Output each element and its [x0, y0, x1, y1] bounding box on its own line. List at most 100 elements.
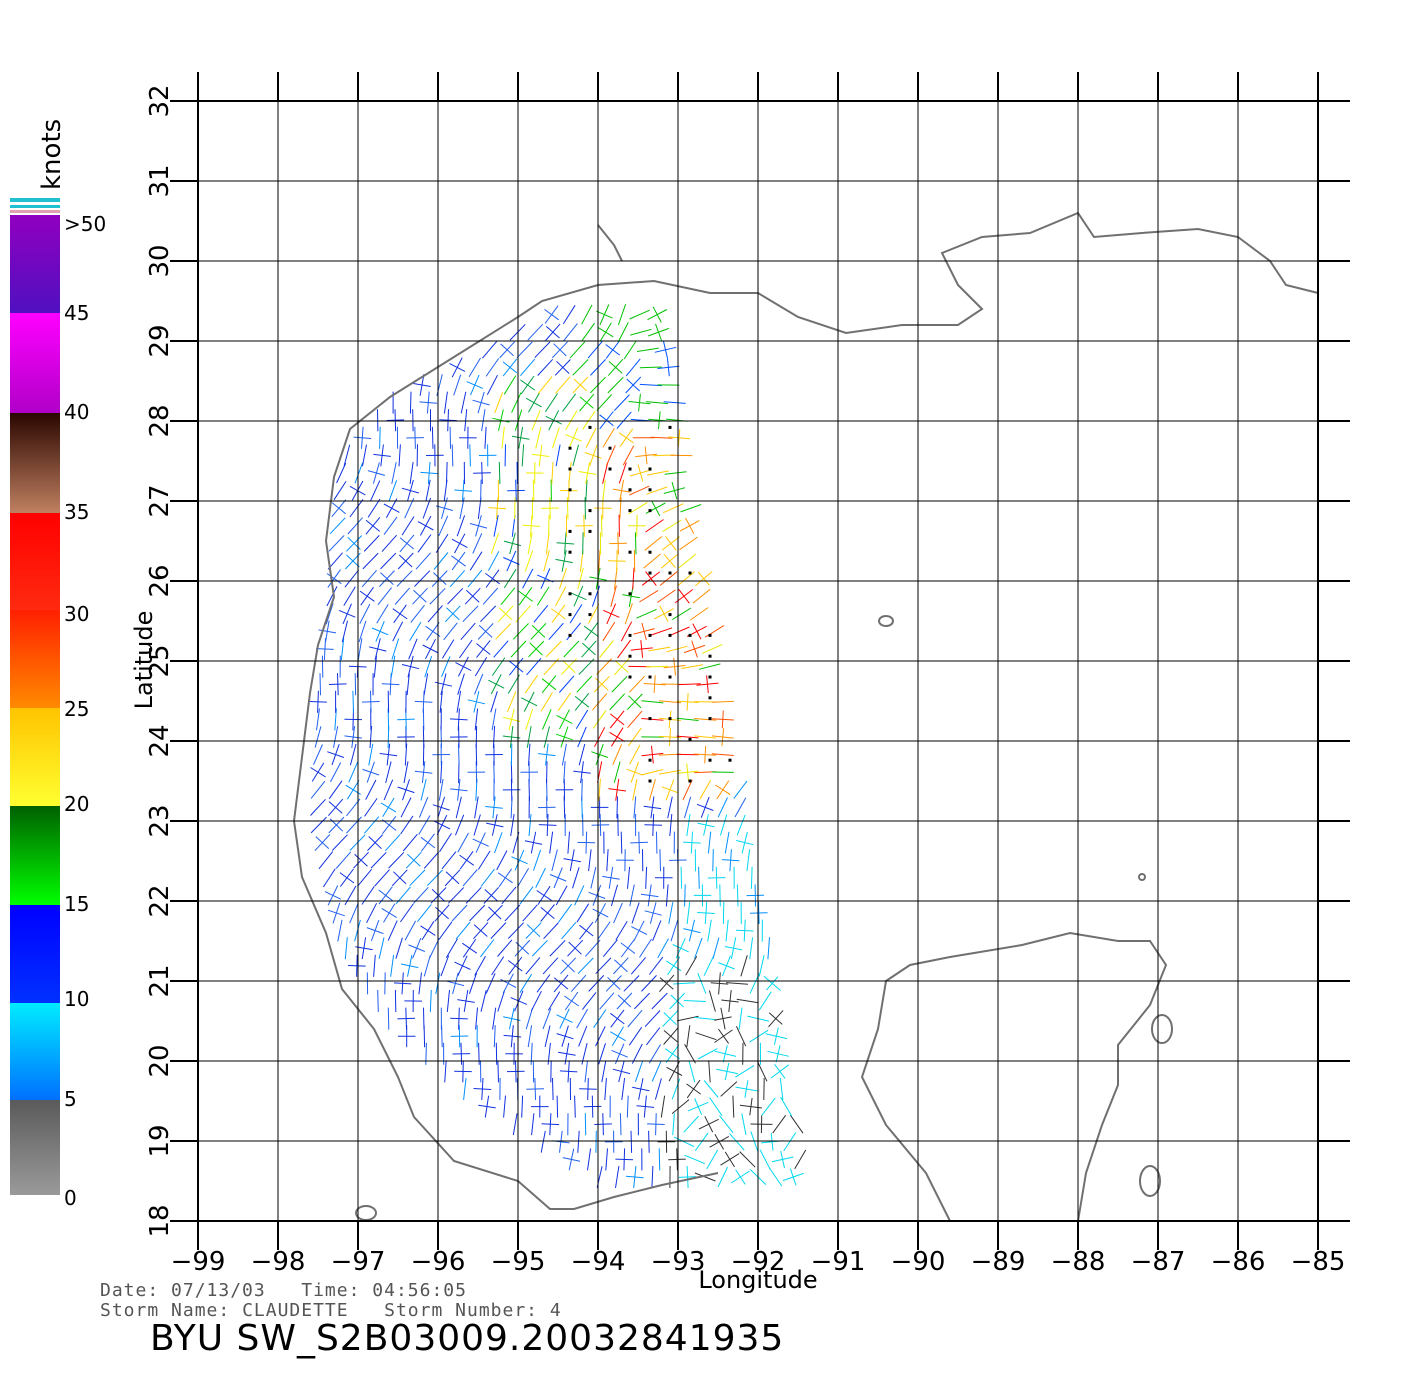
wind-vector — [630, 957, 646, 975]
wind-vector — [686, 763, 689, 782]
wind-vector — [663, 553, 676, 569]
latitude-tick-label: 24 — [145, 724, 175, 757]
wind-vector — [676, 1015, 699, 1022]
wind-vector — [584, 452, 602, 459]
wind-vector — [361, 701, 380, 703]
wind-vector — [629, 884, 635, 907]
wind-vector — [575, 709, 589, 730]
wind-vector — [423, 673, 429, 696]
wind-vector — [665, 1048, 680, 1060]
wind-vector — [598, 778, 601, 801]
latitude-tick-label: 32 — [145, 84, 175, 117]
wind-vector — [552, 1077, 554, 1101]
wind-vector — [326, 573, 342, 585]
wind-vector — [480, 868, 495, 887]
wind-vector — [451, 444, 454, 467]
wind-vector — [373, 954, 376, 977]
wind-vector — [410, 604, 425, 623]
wind-vector — [336, 462, 347, 484]
date-time-line: Date: 07/13/03 Time: 04:56:05 — [100, 1280, 467, 1301]
wind-vector — [648, 1044, 662, 1064]
wind-vector — [469, 904, 486, 922]
wind-vector — [685, 517, 695, 534]
wind-vector — [615, 920, 628, 941]
wind-vector — [315, 836, 330, 849]
wind-vector — [732, 1095, 735, 1118]
wind-vector — [556, 714, 573, 724]
wind-vector — [581, 778, 583, 801]
wind-vector — [429, 989, 432, 1013]
wind-vector — [592, 693, 608, 711]
wind-vector — [359, 603, 371, 624]
wind-vector — [439, 419, 457, 422]
wind-vector — [556, 1033, 574, 1040]
wind-vector — [633, 796, 637, 819]
wind-vector — [502, 716, 521, 722]
wind-vector — [576, 675, 593, 693]
wind-vector — [438, 778, 444, 801]
wind-vector — [683, 928, 701, 934]
coastline — [292, 211, 1319, 1222]
wind-vector — [624, 603, 633, 625]
wind-vector — [641, 975, 657, 992]
wind-vector — [420, 778, 427, 801]
wind-vector — [484, 889, 499, 902]
wind-vector — [414, 770, 433, 774]
wind-vector — [502, 735, 521, 739]
latitude-tick-label: 27 — [145, 484, 175, 517]
wind-vector — [626, 378, 640, 392]
wind-vector — [660, 1095, 666, 1118]
wind-vector — [658, 411, 661, 430]
rain-flag-marker — [588, 592, 592, 596]
wind-vector — [493, 1025, 496, 1048]
wind-vector — [789, 1168, 797, 1186]
wind-vector — [651, 500, 661, 517]
wind-vector — [643, 553, 661, 569]
wind-vector — [717, 1166, 728, 1188]
wind-vector — [549, 831, 554, 854]
wind-vector — [457, 999, 475, 1003]
wind-vector — [520, 379, 536, 391]
longitude-tick-label: −98 — [251, 1247, 306, 1277]
wind-vector — [605, 1148, 608, 1171]
wind-vector — [638, 393, 641, 412]
colorbar-cap — [10, 210, 60, 213]
wind-vector — [671, 481, 678, 500]
wind-vector — [409, 462, 414, 484]
wind-vector — [572, 444, 579, 467]
wind-vector — [425, 479, 431, 502]
wind-vector — [325, 603, 334, 625]
wind-vector — [480, 939, 495, 958]
wind-vector — [704, 1116, 714, 1133]
wind-vector — [627, 710, 643, 729]
wind-vector — [613, 761, 621, 783]
wind-vector — [648, 779, 656, 801]
wind-vector — [333, 481, 347, 501]
wind-vector — [616, 796, 618, 819]
wind-vector — [591, 824, 610, 826]
wind-vector — [594, 1123, 612, 1125]
wind-vector — [568, 462, 572, 484]
wind-vector — [632, 1086, 650, 1092]
wind-vector — [780, 1096, 793, 1117]
colorbar-segment — [10, 610, 60, 708]
wind-vector — [549, 874, 567, 882]
wind-vector — [463, 1078, 467, 1100]
wind-vector — [631, 1043, 643, 1064]
wind-vector — [622, 445, 635, 466]
wind-vector — [794, 1149, 807, 1170]
wind-vector — [462, 605, 479, 623]
wind-vector — [610, 1031, 626, 1042]
wind-vector — [488, 679, 505, 689]
wind-vector — [627, 866, 631, 889]
wind-vector — [527, 532, 533, 555]
wind-vector — [572, 359, 589, 376]
wind-vector — [651, 1165, 654, 1189]
wind-vector — [612, 1068, 631, 1075]
wind-vector — [418, 815, 431, 835]
wind-vector — [596, 310, 613, 319]
wind-vector — [644, 1010, 661, 1028]
wind-vector — [327, 909, 345, 917]
wind-vector — [475, 1007, 478, 1030]
wind-vector — [608, 788, 626, 792]
